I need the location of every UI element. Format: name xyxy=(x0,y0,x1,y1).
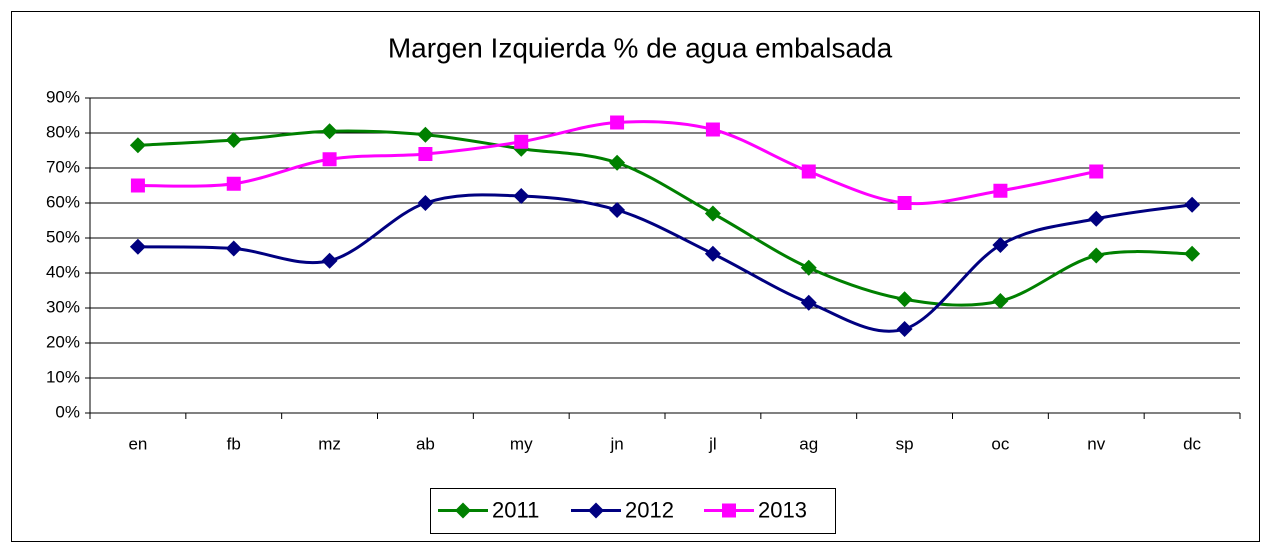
y-tick-label: 0% xyxy=(55,402,80,421)
x-tick-label: dc xyxy=(1183,434,1201,453)
marker xyxy=(1089,164,1104,179)
marker xyxy=(1184,196,1201,213)
x-tick-label: jn xyxy=(609,434,623,453)
marker xyxy=(321,252,338,269)
y-tick-label: 70% xyxy=(46,157,80,176)
marker xyxy=(722,503,736,518)
marker xyxy=(225,132,242,148)
y-tick-label: 10% xyxy=(46,367,80,386)
legend-box xyxy=(430,488,836,534)
marker xyxy=(1088,247,1105,264)
marker xyxy=(609,202,626,218)
y-tick-label: 30% xyxy=(46,297,80,316)
marker xyxy=(225,240,242,257)
legend-label: 2012 xyxy=(625,497,674,522)
marker xyxy=(321,123,338,140)
x-tick-label: en xyxy=(128,434,147,453)
marker xyxy=(588,502,604,519)
x-tick-label: my xyxy=(510,434,533,453)
x-tick-label: jl xyxy=(708,434,717,453)
y-tick-label: 20% xyxy=(46,332,80,351)
marker xyxy=(705,122,720,137)
marker xyxy=(993,183,1008,198)
legend-label: 2013 xyxy=(758,497,807,522)
chart-border xyxy=(11,11,1260,542)
marker xyxy=(992,293,1009,309)
marker xyxy=(322,152,337,167)
marker xyxy=(800,259,817,276)
marker xyxy=(455,502,471,519)
y-tick-label: 40% xyxy=(46,262,80,281)
x-tick-label: fb xyxy=(227,434,241,453)
marker xyxy=(897,196,912,210)
marker xyxy=(130,178,145,193)
marker xyxy=(609,154,626,171)
marker xyxy=(418,147,433,161)
marker xyxy=(896,291,913,308)
x-tick-label: mz xyxy=(318,434,341,453)
marker xyxy=(992,237,1009,253)
marker xyxy=(610,115,625,130)
marker xyxy=(800,294,817,311)
marker xyxy=(514,134,529,149)
chart-title: Margen Izquierda % de agua embalsada xyxy=(388,32,893,63)
x-tick-label: oc xyxy=(991,434,1009,453)
marker xyxy=(896,321,913,337)
x-tick-label: sp xyxy=(896,434,914,453)
y-tick-label: 80% xyxy=(46,122,80,141)
marker xyxy=(1184,245,1201,262)
x-tick-label: nv xyxy=(1087,434,1105,453)
marker xyxy=(704,245,721,262)
y-tick-label: 90% xyxy=(46,87,80,106)
legend-label: 2011 xyxy=(492,497,539,522)
x-tick-label: ag xyxy=(799,434,818,453)
marker xyxy=(704,205,721,222)
y-tick-label: 50% xyxy=(46,227,80,246)
marker xyxy=(801,164,816,179)
marker xyxy=(513,188,530,204)
marker xyxy=(129,238,146,255)
marker xyxy=(417,195,434,211)
x-tick-label: ab xyxy=(416,434,435,453)
y-tick-label: 60% xyxy=(46,192,80,211)
marker xyxy=(226,176,241,191)
marker xyxy=(129,137,146,154)
marker xyxy=(417,126,434,143)
marker xyxy=(1088,210,1105,227)
